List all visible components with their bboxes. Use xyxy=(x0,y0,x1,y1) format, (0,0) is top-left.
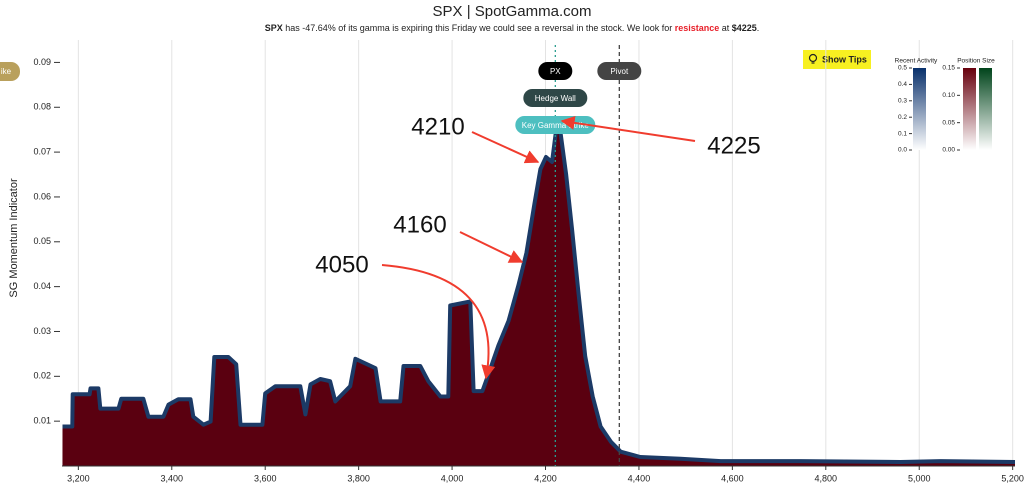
side-button-label[interactable]: ike xyxy=(1,67,12,76)
colorbar-tick-label: 0.00 xyxy=(942,147,955,154)
plot: 3,200 3,400 3,600 3,800 4,000 4,200 4,400 4,600… xyxy=(33,40,1024,483)
x-tick-label: 5,000 xyxy=(908,473,931,483)
marker-pill-label: Pivot xyxy=(610,67,629,76)
subtitle: SPX has -47.64% of its gamma is expiring… xyxy=(265,23,760,33)
chart-title: SPX | SpotGamma.com xyxy=(433,3,592,20)
subtitle-part: . xyxy=(757,23,760,33)
y-tick-label: 0.09 xyxy=(33,57,51,67)
colorbar-tick-label: 0.3 xyxy=(898,98,907,105)
colorbar-tick-label: 0.0 xyxy=(898,147,907,154)
subtitle-part: at xyxy=(719,23,732,33)
colorbar-tick-label: 0.05 xyxy=(942,119,955,126)
colorbar xyxy=(979,68,992,150)
x-tick-label: 4,000 xyxy=(441,473,464,483)
x-tick-label: 4,800 xyxy=(815,473,838,483)
colorbar-tick-label: 0.10 xyxy=(942,92,955,99)
x-tick-label: 4,200 xyxy=(534,473,557,483)
y-tick-label: 0.01 xyxy=(33,416,51,426)
colorbar-tick-label: 0.2 xyxy=(898,114,907,121)
x-tick-label: 5,200 xyxy=(1001,473,1024,483)
colorbar xyxy=(913,68,926,150)
y-tick-label: 0.02 xyxy=(33,371,51,381)
x-tick-label: 4,600 xyxy=(721,473,744,483)
x-tick-label: 3,200 xyxy=(67,473,90,483)
x-tick-label: 3,600 xyxy=(254,473,277,483)
colorbar-tick-label: 0.5 xyxy=(898,65,907,72)
marker-pill xyxy=(597,62,642,80)
y-tick-label: 0.04 xyxy=(33,281,51,291)
x-tick-label: 3,800 xyxy=(347,473,370,483)
annotation-arrow xyxy=(560,115,696,142)
subtitle-part: has -47.64% of its gamma is expiring thi… xyxy=(283,23,675,33)
level-pill-label: Hedge Wall xyxy=(535,94,576,103)
y-tick-label: 0.07 xyxy=(33,146,51,156)
show-tips-label[interactable]: Show Tips xyxy=(822,54,867,64)
area-outline xyxy=(62,126,1016,464)
x-tick-label: 4,400 xyxy=(628,473,651,483)
side-button[interactable] xyxy=(0,62,20,81)
annotation-arrow xyxy=(381,264,496,380)
colorbar-tick-label: 0.1 xyxy=(898,130,907,137)
annotation-arrow xyxy=(459,231,524,263)
subtitle-part: $4225 xyxy=(732,23,757,33)
annotation-arrow xyxy=(471,131,540,164)
annotation: 4050 xyxy=(315,251,368,278)
colorbar-tick-label: 0.4 xyxy=(898,81,907,88)
annotation: 4225 xyxy=(707,132,760,159)
subtitle-part: resistance xyxy=(675,23,720,33)
marker-pill xyxy=(538,62,573,80)
colorbar xyxy=(963,68,976,150)
subtitle-part: SPX xyxy=(265,23,283,33)
y-axis-label: SG Momentum Indicator xyxy=(8,178,20,298)
show-tips-button[interactable] xyxy=(803,50,871,69)
colorbar-title: Position Size xyxy=(957,58,995,65)
annotation: 4160 xyxy=(393,211,446,238)
y-tick-label: 0.06 xyxy=(33,191,51,201)
annotation: 4210 xyxy=(411,113,464,140)
bulb-icon xyxy=(808,53,818,63)
level-pill xyxy=(523,89,588,107)
colorbar-title: Recent Activity xyxy=(895,58,938,65)
colorbar-tick-label: 0.15 xyxy=(942,65,955,72)
level-pill-label: Key Gamma Strike xyxy=(522,121,590,130)
y-tick-label: 0.08 xyxy=(33,102,51,112)
marker-pill-label: PX xyxy=(550,67,561,76)
y-tick-label: 0.03 xyxy=(33,326,51,336)
x-tick-label: 3,400 xyxy=(161,473,184,483)
y-tick-label: 0.05 xyxy=(33,236,51,246)
area-fill xyxy=(62,128,1015,467)
